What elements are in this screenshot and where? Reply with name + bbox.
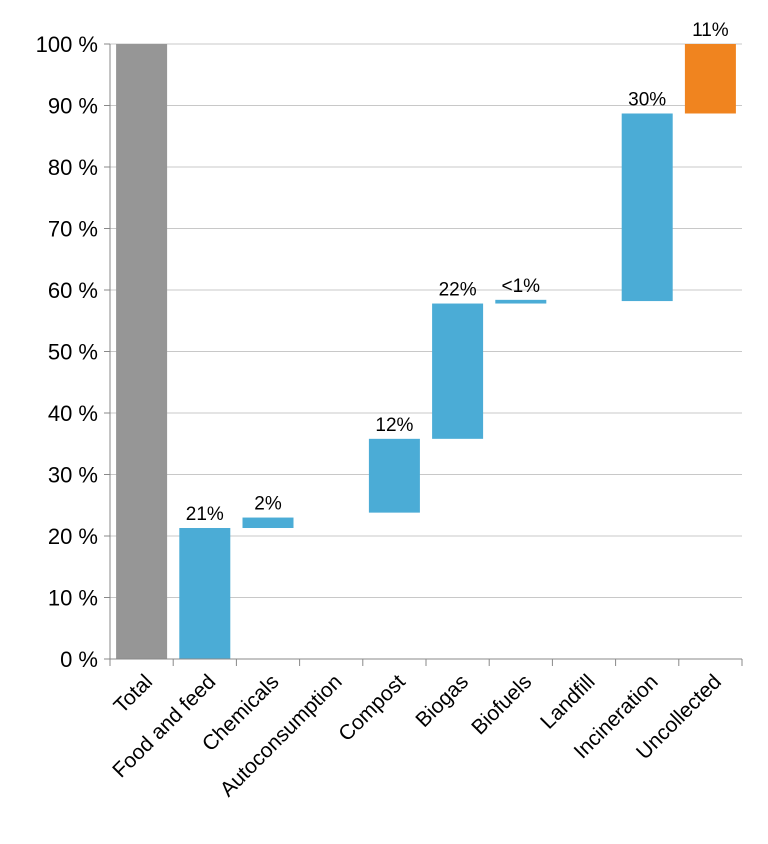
data-label: 11% [692,20,729,41]
y-tick-label: 10 % [48,586,98,611]
bar-chemicals [242,517,294,529]
bar-uncollected [684,44,736,114]
data-label: 22% [439,280,477,301]
y-axis-tick-labels: 0 % 10 % 20 % 30 % 40 % 50 % 60 % 70 % 80 % 90 % 1… [36,32,98,672]
y-tick-label: 20 % [48,524,98,549]
bars [116,44,736,659]
y-tick-label: 70 % [48,217,98,242]
data-label: 30% [628,89,666,110]
category-label: Compost [334,670,410,746]
bar-incineration [621,113,673,302]
y-tick-label: 50 % [48,340,98,365]
bar-food-and-feed [179,528,231,659]
category-label: Autoconsumption [216,670,347,801]
y-tick-label: 90 % [48,94,98,119]
category-label: Biogas [411,670,473,732]
data-label: 2% [254,494,282,515]
y-tick-label: 60 % [48,278,98,303]
category-label: Total [110,670,158,718]
axes [104,43,743,666]
y-tick-label: 40 % [48,401,98,426]
category-label: Landfill [536,670,599,733]
category-label: Biofuels [467,670,536,739]
y-tick-label: 0 % [60,647,98,672]
data-label: <1% [502,276,541,297]
bar-biogas [432,303,484,439]
y-tick-label: 30 % [48,463,98,488]
bar-compost [368,438,420,513]
data-labels: 21% 2% 12% 22% <1% 30% 11% [186,20,729,525]
y-tick-label: 100 % [36,32,98,57]
data-label: 12% [375,415,413,436]
bar-total [116,44,168,659]
data-label: 21% [186,504,224,525]
bar-biofuels [495,299,547,304]
y-tick-label: 80 % [48,155,98,180]
